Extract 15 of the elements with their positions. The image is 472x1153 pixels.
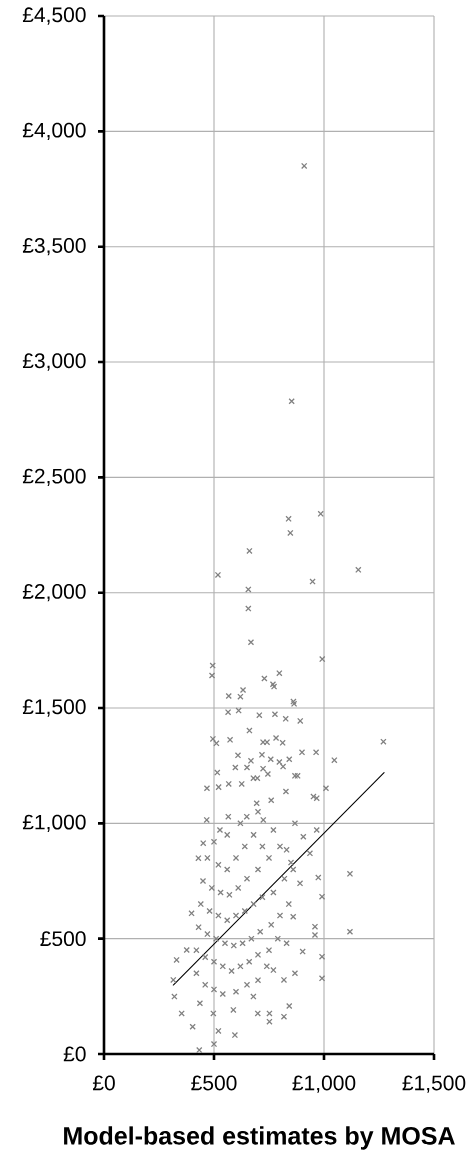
- x-tick-label: £500: [191, 1075, 237, 1091]
- y-tick-label: £4,500: [22, 7, 86, 25]
- x-tick-label: £1,500: [402, 1075, 466, 1093]
- y-tick-label: £2,500: [22, 468, 86, 487]
- y-tick-label: £2,000: [22, 584, 86, 602]
- y-tick-label: £4,000: [22, 122, 86, 141]
- y-tick-label: £3,000: [22, 353, 86, 371]
- x-tick-label: £1,000: [292, 1075, 356, 1093]
- x-axis-title: Model-based estimates by MOSA: [64, 1126, 455, 1150]
- x-tick-label: £0: [92, 1075, 115, 1091]
- y-tick-label: £3,500: [22, 238, 86, 256]
- y-tick-label: £1,500: [22, 699, 86, 717]
- y-tick-label: £0: [63, 1046, 86, 1062]
- y-tick-label: £1,000: [22, 814, 86, 833]
- y-tick-label: £500: [40, 931, 86, 947]
